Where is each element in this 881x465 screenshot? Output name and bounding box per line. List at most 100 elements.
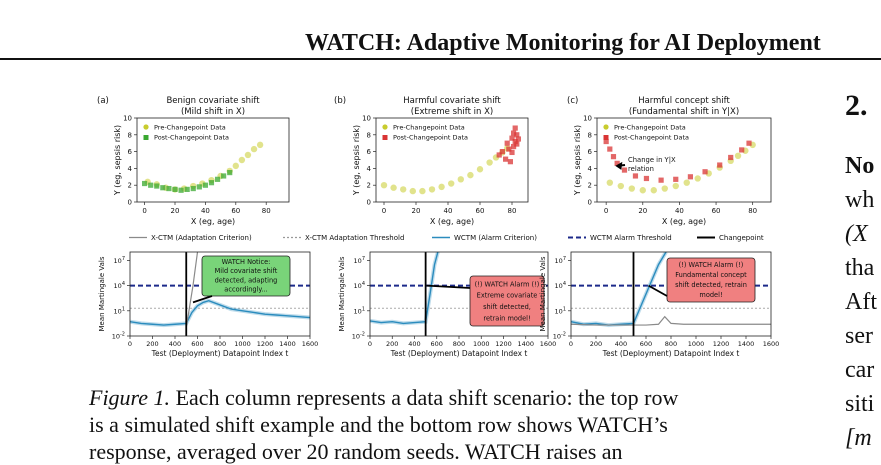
panel-c-ylabel: Y (eg, sepsis risk) [573,125,582,196]
monitor-panel-b-xtick-label: 1000 [473,340,490,348]
right-line-1: No [845,153,875,179]
panel-c-legend-post-marker [603,135,609,140]
panel-a-xlabel: X (eg, age) [191,217,235,226]
monitor-panel-b-xtick-label: 1600 [540,340,557,348]
panel-a-post-point [160,185,166,191]
panel-c-ytick-label: 4 [588,165,593,173]
panel-c-annotation-line-2: relation [628,165,654,173]
panel-a-post-point [214,176,221,182]
monitor-panel-c-ylabel: Mean Martingale Vals [539,256,547,331]
panel-c-letter: (c) [567,96,578,106]
panel-c-pre-point [672,182,679,190]
monitor-panel-b-xtick-label: 400 [408,340,420,348]
caption-line-1-text: Each column represents a data shift scen… [170,385,679,410]
monitor-panel-b-callout-line-1: (!) WATCH Alarm (!) [475,280,540,288]
panel-c-post-point [739,147,745,153]
monitor-panel-c-xtick-label: 0 [569,340,573,348]
monitor-panel-c-xtick-label: 1400 [738,340,755,348]
panel-b-xtick-label: 60 [476,207,485,215]
panel-c-xlabel: X (eg, age) [662,217,706,226]
panel-a-pre-point [244,151,252,159]
panel-a-post-point [221,173,227,179]
panel-b-pre-point [380,182,388,189]
monitor-panel-c-xctm-line [571,315,771,326]
panel-c-ytick-label: 10 [583,115,592,123]
monitor-panel-c-callout-box [666,257,756,303]
panel-c-post-point [728,154,734,161]
monitor-panel-b-callout-arrow [426,284,471,289]
panel-a-post-point [166,185,172,192]
panel-c-xtick-label: 20 [638,207,647,215]
panel-a-legend-post-marker [143,135,149,140]
section-number: 2. [845,89,868,122]
panel-b-pre-point [457,176,464,183]
panel-b-post-point [504,140,510,146]
panel-a-pre-point [256,141,264,149]
panel-c-ytick-label: 2 [588,182,592,190]
panel-b-pre-point [409,187,416,195]
monitor-panel-b-callout-line-2: Extreme covariate [477,292,538,300]
monitor-panel-a-xlabel: Test (Deployment) Datapoint Index t [151,349,289,358]
panel-b-post-point [509,149,515,156]
panel-a-pre-point [238,156,246,164]
right-line-6: ser [845,323,873,349]
running-header: WATCH: Adaptive Monitoring for AI Deploy… [0,0,881,60]
panel-b-post-point [506,146,512,152]
panel-c-post-point [687,174,694,180]
panel-b-ylabel: Y (eg, sepsis risk) [352,125,361,196]
panel-b-ytick-label: 6 [367,148,372,156]
monitor-panel-c-xtick-label: 400 [615,340,627,348]
monitor-panel-b-xtick-label: 800 [453,340,465,348]
panel-b-title: Harmful covariate shift [403,96,501,106]
monitor-panel-c-xtick-label: 600 [640,340,652,348]
monitor-panel-c-ytick-label: 107 [555,256,566,265]
right-line-5: Aft [845,289,877,315]
panel-b-post-point [514,141,520,147]
panel-c-post-point [658,177,664,183]
panel-c-post-point [607,146,613,152]
panel-b-ytick-label: 4 [367,165,372,173]
panel-b-post-point [514,132,520,138]
panel-c-annotation-arrowhead [615,161,623,170]
monitor-panel-c-xtick-label: 1600 [763,340,780,348]
panel-a-xtick-label: 80 [262,207,271,215]
monitor-panel-b-ytick-label: 107 [354,256,365,265]
panel-a-title: Benign covariate shift [166,96,260,106]
panel-b-xtick-label: 20 [412,207,421,215]
panel-b-pre-point [448,180,455,187]
panel-b-pre-point [428,186,436,193]
panel-a-legend-pre-label: Pre-Changepoint Data [154,124,226,132]
monitor-panel-a-callout-box [201,255,291,297]
panel-b-post-point [512,125,518,131]
panel-c-pre-point [606,179,614,186]
panel-a-ytick-label: 8 [128,131,132,139]
panel-a-post-point [172,186,178,192]
monitor-panel-b-ytick-label: 10-2 [352,332,365,341]
panel-c-pre-point [639,187,646,194]
monitor-panel-c-callout-line-4: model! [699,291,722,299]
panel-c-subtitle: (Fundamental shift in Y|X) [629,107,739,117]
panel-c-post-point [610,154,617,160]
panel-a-post-point [208,180,215,186]
panel-a-ytick-label: 6 [128,148,133,156]
monitor-panel-c-callout-line-2: Fundamental concept [675,271,747,279]
panel-a-post-point [190,185,196,192]
monitor-panel-b-ylabel: Mean Martingale Vals [338,256,346,331]
monitor-panel-a-xtick-label: 600 [191,340,203,348]
panel-a-post-point [154,183,160,189]
monitor-panel-b-xtick-label: 1200 [495,340,512,348]
monitor-panel-a-callout-arrow [192,295,213,304]
right-line-4: tha [845,255,875,281]
panel-a-post-point [142,180,148,187]
right-line-3: (X [845,221,868,247]
monitor-panel-c-callout-line-3: shift detected, retrain [675,281,747,289]
monitor-panel-a-xtick-label: 1200 [257,340,274,348]
panel-b-xtick-label: 80 [508,207,517,215]
legend-label-1: X-CTM (Adaptation Criterion) [151,234,252,242]
monitor-panel-a-xtick-label: 400 [169,340,181,348]
panel-c-xtick-label: 40 [675,207,684,215]
monitor-panel-a-ytick-label: 101 [114,306,125,315]
panel-a-ytick-label: 0 [128,199,132,207]
monitor-panel-b-callout-box [469,275,545,327]
monitor-panel-a-callout-line-2: Mild covariate shift [215,267,278,275]
